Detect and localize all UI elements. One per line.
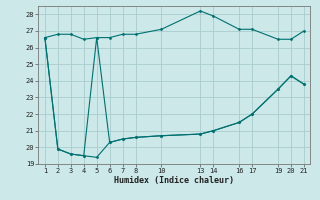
X-axis label: Humidex (Indice chaleur): Humidex (Indice chaleur) [115,176,234,185]
